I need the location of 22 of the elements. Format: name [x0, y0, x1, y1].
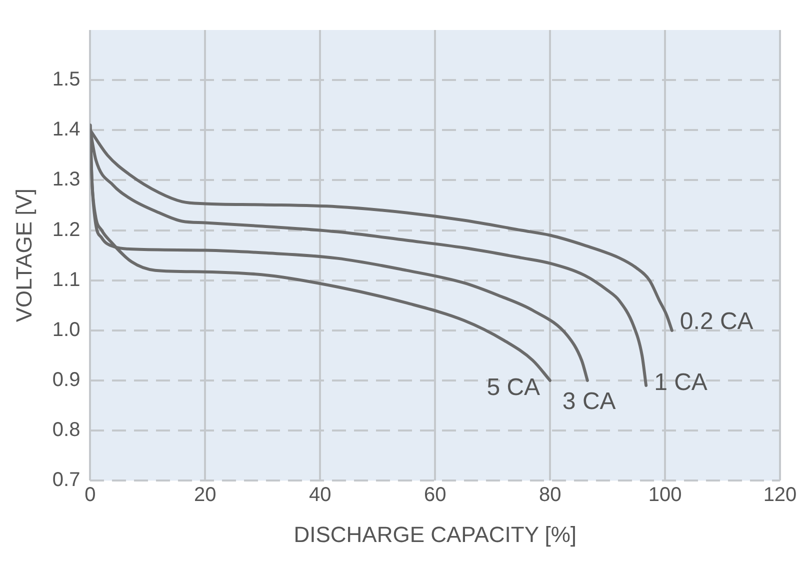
y-tick-label: 1.2 — [52, 218, 80, 241]
y-tick-label: 1.1 — [52, 268, 80, 291]
x-tick-label: 40 — [309, 484, 332, 506]
x-tick-label: 100 — [648, 484, 682, 506]
y-tick-label: 0.9 — [52, 368, 80, 391]
x-tick-label: 20 — [194, 484, 216, 506]
series-label: 0.2 CA — [680, 308, 754, 336]
y-tick-label: 1.0 — [52, 318, 80, 341]
y-tick-label: 0.8 — [52, 419, 80, 442]
x-tick-label: 80 — [538, 484, 562, 506]
y-tick-label: 1.3 — [52, 168, 80, 191]
y-tick-label: 1.4 — [52, 118, 80, 141]
y-tick-label: 0.7 — [52, 469, 80, 492]
x-axis-title: DISCHARGE CAPACITY [%] — [294, 522, 577, 547]
series-label: 5 CA — [486, 374, 540, 402]
series-label: 1 CA — [654, 369, 708, 396]
x-tick-label: 120 — [763, 484, 797, 506]
x-tick-label: 0 — [84, 484, 96, 506]
series-label: 3 CA — [562, 388, 616, 416]
x-tick-label: 60 — [424, 484, 446, 506]
y-axis-title: VOLTAGE [V] — [11, 188, 36, 322]
y-tick-label: 1.5 — [52, 68, 80, 91]
